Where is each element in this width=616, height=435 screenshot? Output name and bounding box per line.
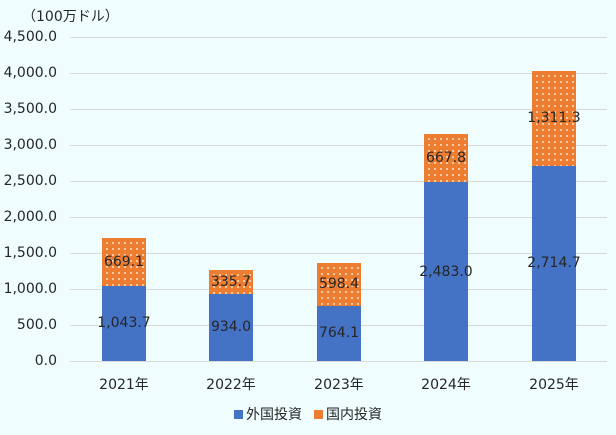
bar-foreign-investment (209, 293, 253, 361)
gridline (70, 109, 607, 110)
legend-item: 国内投資 (314, 404, 382, 424)
legend-item: 外国投資 (234, 404, 302, 424)
x-tick-label: 2023年 (314, 377, 364, 393)
x-tick-label: 2024年 (421, 377, 471, 393)
bar-foreign-investment (102, 285, 146, 361)
gridline (70, 217, 607, 218)
y-tick-label: 1,500.0 (3, 245, 57, 261)
legend-swatch-icon (314, 409, 323, 419)
y-tick-label: 0.0 (34, 353, 57, 369)
bar-foreign-investment (424, 182, 468, 361)
y-tick-label: 4,500.0 (3, 29, 57, 45)
value-label: 1,043.7 (97, 315, 151, 332)
x-tick-label: 2022年 (206, 377, 256, 393)
gridline (70, 181, 607, 182)
bar-domestic-investment (424, 134, 468, 183)
y-tick-label: 2,500.0 (3, 173, 57, 189)
value-label: 2,714.7 (527, 255, 581, 272)
y-tick-label: 3,000.0 (3, 137, 57, 153)
value-label: 1,311.3 (527, 110, 581, 127)
y-tick-label: 2,000.0 (3, 209, 57, 225)
value-label: 764.1 (318, 325, 360, 342)
y-tick-label: 1,000.0 (3, 281, 57, 297)
x-tick-label: 2021年 (99, 377, 149, 393)
x-tick-label: 2025年 (529, 377, 579, 393)
gridline (70, 253, 607, 254)
value-label: 934.0 (210, 319, 252, 336)
value-label: 335.7 (210, 273, 252, 290)
gridline (70, 37, 607, 38)
bar-domestic-investment (102, 237, 146, 286)
legend-swatch-icon (234, 409, 243, 419)
bar-domestic-investment (317, 262, 361, 306)
legend-label: 国内投資 (326, 407, 382, 423)
bar-domestic-investment (209, 269, 253, 294)
value-label: 669.1 (103, 253, 145, 270)
legend: 外国投資 国内投資 (0, 404, 616, 424)
bar-domestic-investment (532, 71, 576, 166)
bar-foreign-investment (532, 165, 576, 361)
legend-label: 外国投資 (246, 407, 302, 423)
value-label: 667.8 (425, 150, 467, 167)
y-axis-unit: （100万ドル） (22, 9, 119, 25)
y-tick-label: 4,000.0 (3, 65, 57, 81)
y-tick-label: 3,500.0 (3, 101, 57, 117)
gridline (70, 145, 607, 146)
bar-foreign-investment (317, 305, 361, 361)
gridline (70, 73, 607, 74)
gridline (70, 361, 607, 362)
value-label: 598.4 (318, 276, 360, 293)
y-tick-label: 500.0 (16, 317, 57, 333)
value-label: 2,483.0 (419, 263, 473, 280)
